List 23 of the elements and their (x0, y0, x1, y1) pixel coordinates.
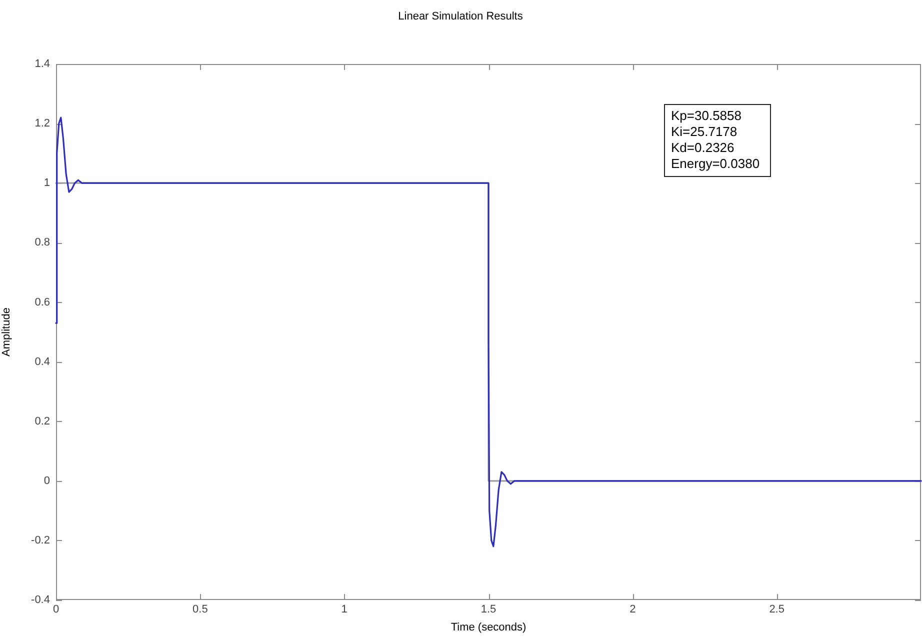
y-tick-label: 1.2 (34, 118, 50, 130)
x-tick-label: 1.5 (480, 604, 496, 616)
annotation: Energy=0.0380 (671, 156, 760, 172)
x-axis-title: Time (seconds) (450, 621, 526, 634)
y-tick-label: 0.8 (34, 236, 50, 249)
y-tick-label: 0.6 (34, 296, 50, 308)
chart-title: Linear Simulation Results (398, 10, 524, 23)
y-tick-label: 0 (44, 474, 50, 487)
x-tick-label: 2.5 (769, 604, 784, 616)
y-tick-label: 1 (44, 177, 50, 190)
y-axis-title: Amplitude (0, 308, 13, 356)
y-tick-label: 1.4 (34, 58, 50, 70)
y-tick-label: 0.4 (34, 356, 50, 368)
x-tick-label: 0.5 (192, 604, 208, 616)
y-tick-label: 0.2 (34, 415, 50, 428)
x-tick-label: 1 (341, 604, 348, 616)
y-tick-label: -0.2 (31, 534, 50, 546)
y-tick-label: -0.4 (31, 594, 50, 606)
x-tick-label: 0 (52, 604, 60, 616)
x-tick-label: 2 (630, 604, 636, 616)
annotation: Kp=30.5858 (671, 108, 742, 124)
annotation: Ki=25.7178 (671, 124, 738, 140)
annotation: Kd=0.2326 (671, 140, 736, 156)
